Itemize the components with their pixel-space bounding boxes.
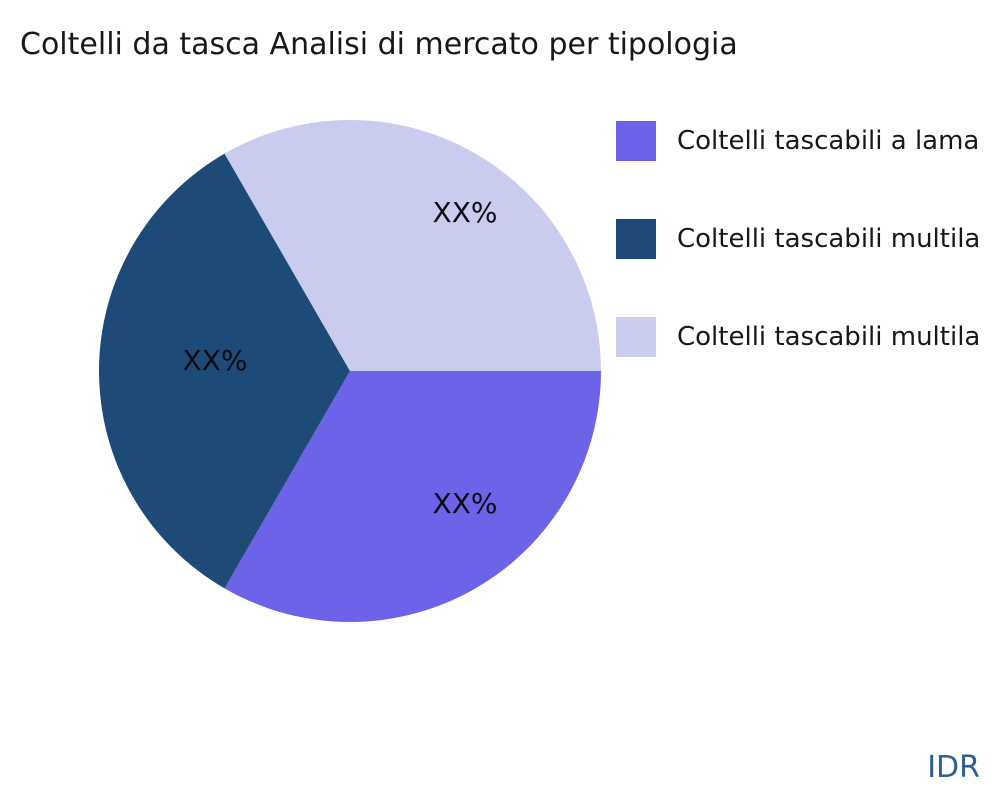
legend-swatch-2 [616,219,656,259]
legend-item-3: Coltelli tascabili multila [616,317,980,357]
legend-label-1: Coltelli tascabili a lama [677,126,980,156]
legend-swatch-1 [616,121,656,161]
legend-item-1: Coltelli tascabili a lama [616,121,980,161]
pie-labels-group: XX% XX% XX% [183,196,498,520]
chart-title: Coltelli da tasca Analisi di mercato per… [20,27,738,62]
watermark-idr: IDR [927,750,980,785]
legend: Coltelli tascabili a lama Coltelli tascab… [616,121,980,357]
legend-item-2: Coltelli tascabili multila [616,219,980,259]
pie-slice-1 [224,371,602,622]
legend-swatch-3 [616,317,656,357]
pie-slice-2 [99,153,350,589]
legend-label-3: Coltelli tascabili multila [677,322,981,352]
pie-slice-3 [224,120,602,371]
legend-label-2: Coltelli tascabili multila [677,224,981,254]
pie-slice-label-2: XX% [183,344,248,377]
pie-slices-group [99,120,602,622]
pie-slice-label-1: XX% [433,487,498,520]
pie-slice-label-3: XX% [433,196,498,229]
